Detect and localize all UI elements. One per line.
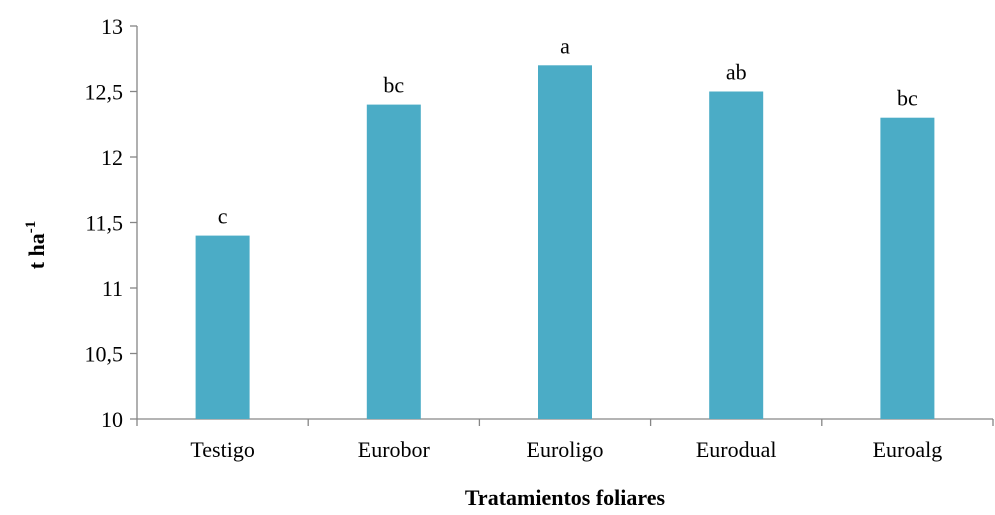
data-label: ab bbox=[726, 60, 747, 85]
y-tick-label: 11,5 bbox=[85, 211, 123, 236]
bar-euroligo bbox=[538, 65, 592, 420]
y-axis-title-main: t ha bbox=[24, 233, 49, 269]
bar-testigo bbox=[195, 235, 250, 419]
data-labels: c bc a ab bc bbox=[218, 33, 918, 228]
y-axis-title: t ha-1 bbox=[23, 221, 49, 270]
data-label: bc bbox=[383, 73, 404, 98]
data-label: bc bbox=[897, 86, 918, 111]
y-tick-label: 13 bbox=[101, 14, 123, 39]
y-tick-label: 12,5 bbox=[85, 80, 124, 105]
x-tick-label: Eurodual bbox=[696, 437, 777, 462]
bar-euroalg bbox=[880, 117, 935, 419]
x-tick-label: Eurobor bbox=[358, 437, 431, 462]
bar-eurodual bbox=[709, 91, 764, 419]
x-tick-label: Euroalg bbox=[873, 437, 943, 462]
y-tick-label: 10,5 bbox=[85, 342, 124, 367]
x-tick-label: Euroligo bbox=[527, 437, 604, 462]
x-tick-label: Testigo bbox=[190, 437, 254, 462]
data-label: c bbox=[218, 204, 228, 229]
y-axis-title-superscript: -1 bbox=[23, 221, 39, 234]
y-tick-labels: 10 10,5 11 11,5 12 12,5 13 bbox=[85, 14, 124, 432]
y-tick-label: 11 bbox=[102, 276, 123, 301]
bar-eurobor bbox=[366, 104, 421, 419]
y-axis-ticks bbox=[130, 25, 137, 420]
y-tick-label: 12 bbox=[101, 145, 123, 170]
y-tick-label: 10 bbox=[101, 407, 123, 432]
bars bbox=[195, 65, 935, 420]
x-axis-ticks bbox=[136, 419, 994, 426]
data-label: a bbox=[560, 33, 570, 58]
x-axis-title: Tratamientos foliares bbox=[465, 485, 666, 510]
x-tick-labels: Testigo Eurobor Euroligo Eurodual Euroalg bbox=[190, 437, 942, 462]
